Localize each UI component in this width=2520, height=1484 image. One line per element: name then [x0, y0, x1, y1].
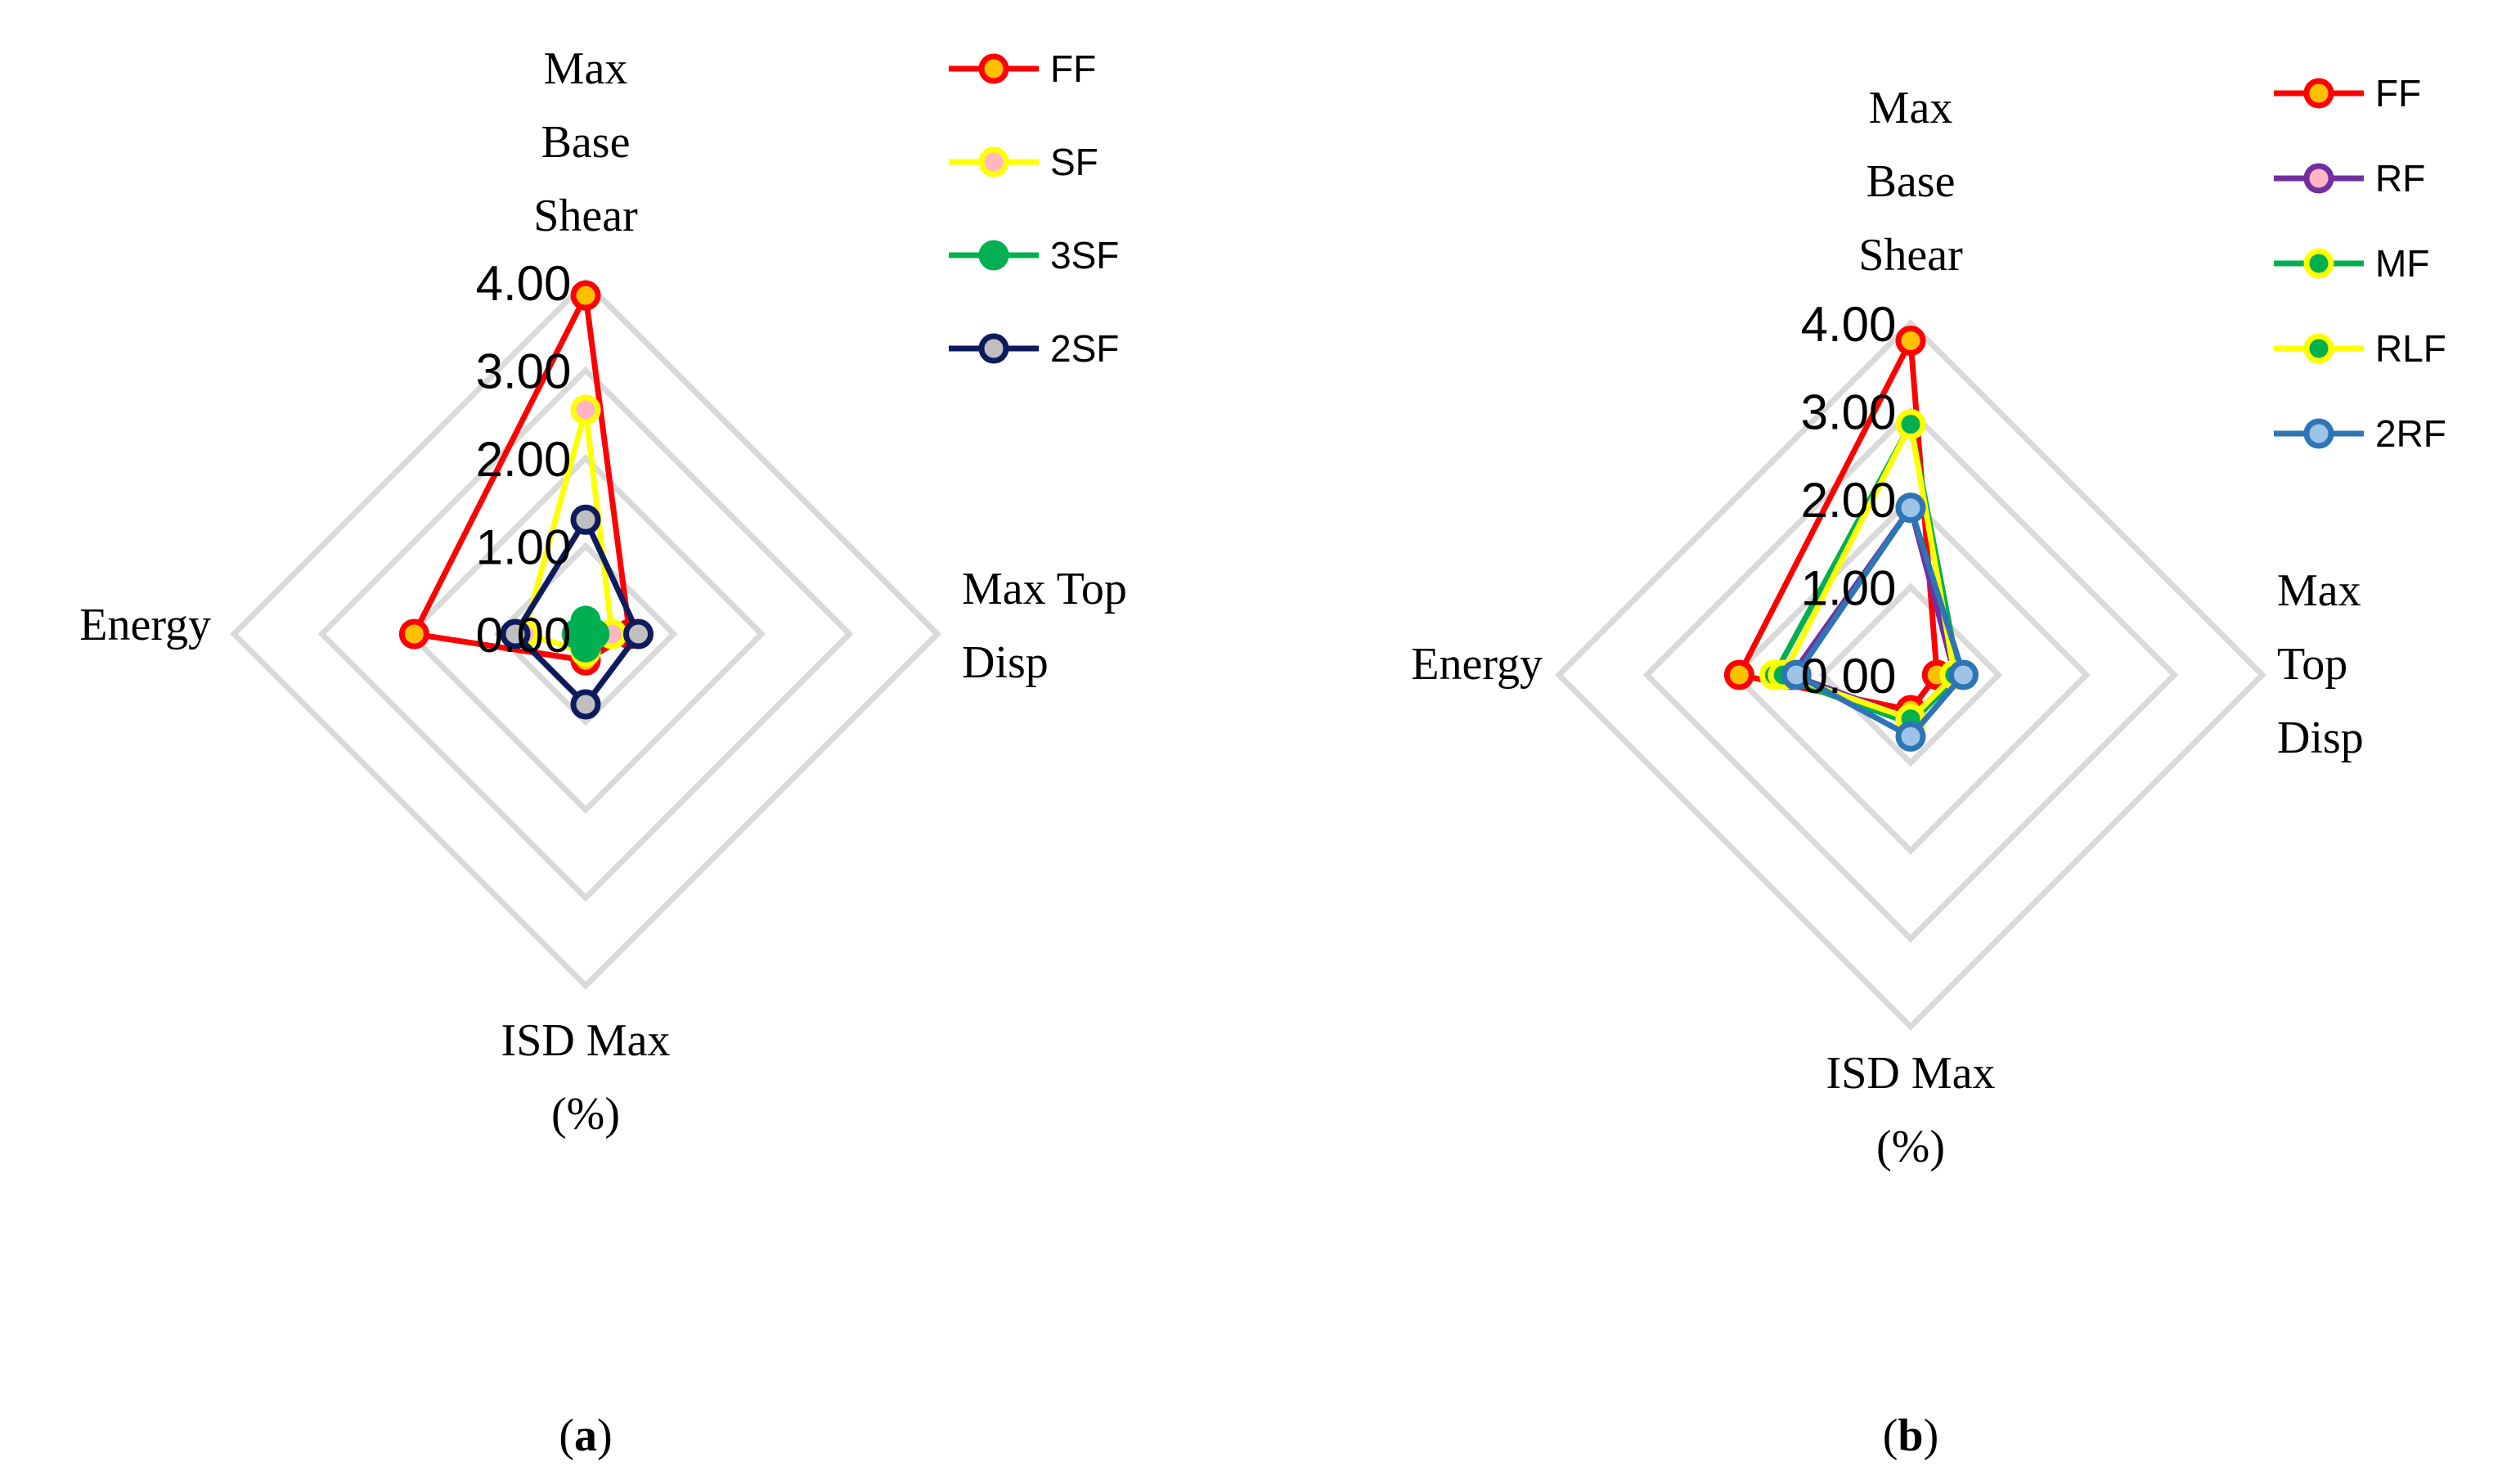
panel-b-caption: (b): [1883, 1410, 1938, 1461]
axis-label-0: Max Base Shear: [533, 43, 638, 241]
axis-label-line: Shear: [1858, 230, 1963, 281]
marker-2rf-3: [1781, 659, 1812, 690]
marker-ff-0: [1895, 326, 1926, 356]
tick-label-3: 3.00: [1801, 385, 1897, 440]
axis-label-line: Disp: [2277, 713, 2364, 763]
legend-marker-ff: [2303, 78, 2334, 109]
marker-rlf-0: [1895, 409, 1926, 440]
panel-b-letter: b: [1898, 1410, 1923, 1461]
legend-marker-2rf: [2303, 418, 2334, 449]
marker-ff-0: [570, 280, 601, 311]
legend-label-3sf: 3SF: [1050, 234, 1119, 277]
radar-panel-b: 0.00 1.00 2.00 3.00 4.00 Max Base Shear Max Top Di…: [1411, 72, 2446, 1172]
axis-label-line: ISD Max: [1826, 1048, 1996, 1099]
grid-ring-4: [230, 278, 941, 990]
grid-ring-1: [493, 542, 678, 726]
tick-label-4: 4.00: [476, 256, 572, 311]
legend-marker-mf: [2303, 248, 2334, 279]
legend-label-ff: FF: [2375, 72, 2421, 115]
axis-label-line: Max: [544, 43, 628, 94]
axis-label-line: ISD Max: [501, 1015, 671, 1066]
axis-label-line: Disp: [962, 637, 1049, 688]
axis-label-0: Max Base Shear: [1858, 83, 1963, 281]
axis-label-1: Max Top Disp: [2277, 565, 2364, 763]
legend-label-2rf: 2RF: [2375, 412, 2446, 455]
marker-ff-3: [1723, 659, 1754, 690]
grid-ring-4: [1555, 319, 2266, 1031]
axis-label-line: Max Top: [962, 564, 1127, 614]
legend-label-2sf: 2SF: [1050, 327, 1119, 370]
marker-2rf-2: [1895, 721, 1926, 752]
legend-label-sf: SF: [1050, 141, 1098, 183]
marker-2sf-0: [570, 504, 601, 535]
axis-label-1: Max Top Disp: [962, 564, 1127, 688]
grid-ring-1: [1818, 582, 2003, 767]
axis-label-line: Base: [1866, 156, 1956, 207]
marker-ff-3: [398, 618, 429, 650]
grid-ring-2: [1731, 495, 2091, 855]
tick-label-0: 0.00: [1801, 649, 1897, 704]
axis-label-line: (%): [551, 1089, 620, 1140]
axis-label-line: Base: [541, 117, 631, 168]
legend-marker-rlf: [2303, 333, 2334, 364]
legend: FF RF MF RLF 2RF: [2274, 72, 2446, 455]
axis-label-3: Energy: [1411, 639, 1543, 690]
legend-marker-3sf: [978, 240, 1009, 271]
axis-label-line: Max: [2277, 565, 2361, 616]
axis-label-line: (%): [1876, 1122, 1945, 1172]
marker-2rf-0: [1895, 492, 1926, 524]
legend-marker-ff: [978, 53, 1009, 84]
tick-label-1: 1.00: [1801, 561, 1897, 616]
legend-label-ff: FF: [1050, 47, 1096, 90]
panel-a-letter: a: [574, 1410, 597, 1461]
tick-label-2: 2.00: [1801, 473, 1897, 528]
marker-2sf-1: [623, 618, 654, 650]
marker-3sf-3: [561, 618, 592, 650]
axis-label-line: Energy: [1411, 639, 1543, 690]
axis-label-3: Energy: [79, 600, 211, 650]
axis-label-2: ISD Max (%): [1826, 1048, 1996, 1172]
axis-label-line: Energy: [79, 600, 211, 650]
legend-label-mf: MF: [2375, 242, 2429, 285]
tick-label-4: 4.00: [1801, 297, 1897, 352]
legend-label-rlf: RLF: [2375, 327, 2446, 370]
legend-marker-2sf: [978, 333, 1009, 364]
tick-label-2: 2.00: [476, 432, 572, 487]
legend-marker-rf: [2303, 163, 2334, 194]
marker-2rf-1: [1948, 659, 1979, 690]
axis-label-line: Shear: [533, 191, 638, 241]
marker-sf-0: [570, 394, 601, 425]
legend-marker-sf: [978, 146, 1009, 178]
grid-ring-3: [1642, 407, 2179, 943]
legend-label-rf: RF: [2375, 157, 2425, 200]
tick-label-0: 0.00: [476, 608, 572, 663]
grid-ring-3: [317, 366, 854, 902]
tick-label-3: 3.00: [476, 344, 572, 399]
radar-panel-a: 0.00 1.00 2.00 3.00 4.00 Max Base Shear Max Top D…: [79, 43, 1127, 1140]
marker-2sf-2: [570, 689, 601, 720]
axis-label-line: Max: [1869, 83, 1953, 133]
grid-ring-2: [406, 454, 766, 814]
marker-2sf-3: [500, 618, 531, 650]
tick-label-1: 1.00: [476, 520, 572, 575]
panel-a-caption: (a): [559, 1410, 612, 1461]
legend: FF SF 3SF 2SF: [949, 47, 1119, 370]
axis-label-line: Top: [2277, 639, 2347, 690]
axis-label-2: ISD Max (%): [501, 1015, 671, 1140]
